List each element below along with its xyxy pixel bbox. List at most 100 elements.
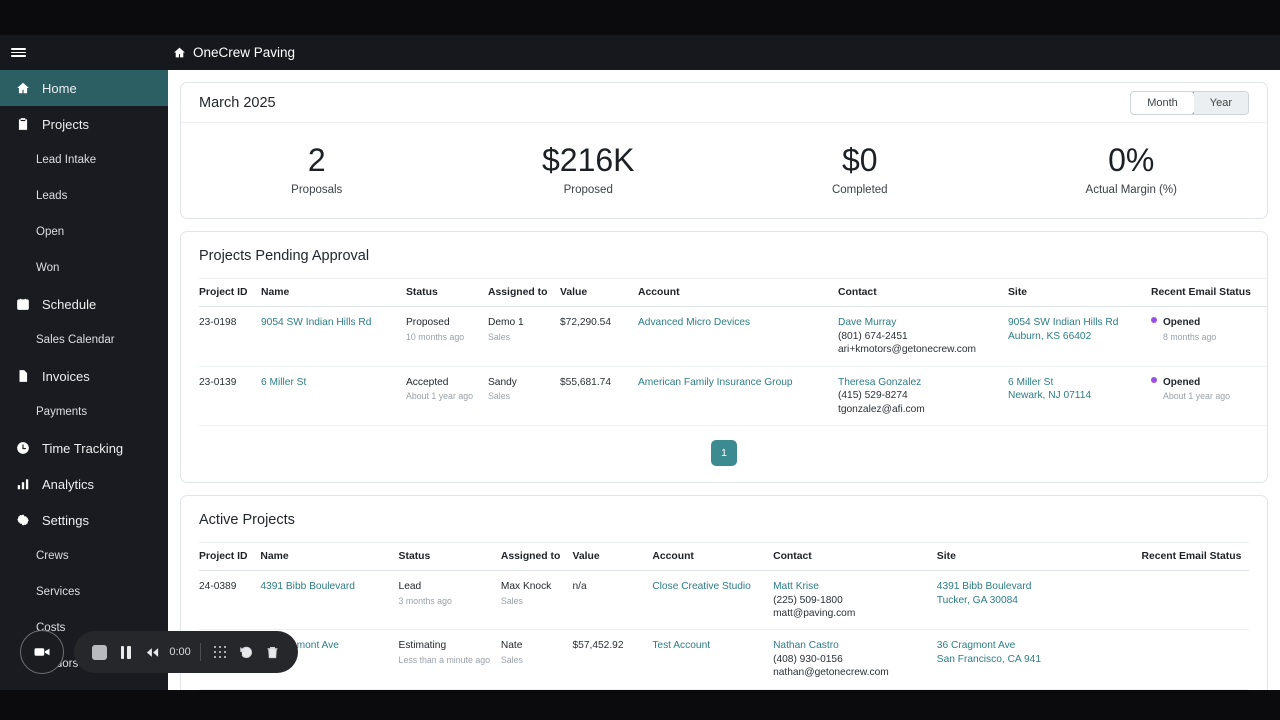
sidebar-subitem-won[interactable]: Won: [36, 262, 60, 274]
projects-pending-approval-card: Projects Pending Approval Project ID Name…: [180, 231, 1268, 484]
hamburger-menu-icon[interactable]: [0, 35, 36, 70]
period-toggle[interactable]: Month Year: [1130, 90, 1249, 115]
column-header: Recent Email Status: [1151, 278, 1267, 308]
sidebar-subitem-lead-intake[interactable]: Lead Intake: [36, 154, 97, 166]
cell-account[interactable]: Test Account: [652, 629, 774, 690]
window-bottom-strip: [0, 690, 1280, 720]
cell-contact[interactable]: Theresa Gonzalez (415) 529-8274 tgonzalez@…: [838, 366, 1008, 427]
column-header: Project ID: [199, 278, 261, 308]
table-row[interactable]: 23-0139 6 Miller St Accepted About 1 year a…: [199, 366, 1267, 427]
sidebar-subitem-crews[interactable]: Crews: [36, 550, 69, 562]
sidebar-item-settings[interactable]: Settings: [0, 502, 168, 538]
toggle-month[interactable]: Month: [1131, 91, 1195, 114]
cell-contact[interactable]: Nathan Castro (408) 930-0156 nathan@getone…: [773, 629, 937, 690]
cell-site[interactable]: 4391 Bibb Boulevard Tucker, GA 30084: [936, 570, 1142, 631]
cell-name[interactable]: Topsail Shores Inn: [260, 689, 399, 690]
email-status-dot: [1151, 317, 1157, 324]
page-button-1[interactable]: 1: [711, 440, 737, 467]
cell-name[interactable]: 4391 Bibb Boulevard: [260, 570, 399, 631]
table-row[interactable]: 24-0389 4391 Bibb Boulevard Lead 3 months a…: [199, 570, 1249, 631]
kpi-label: Completed: [831, 184, 888, 197]
sidebar-item-invoices[interactable]: Invoices: [0, 358, 168, 394]
sidebar-item-projects[interactable]: Projects: [0, 106, 168, 142]
sidebar-subitem-sales-calendar[interactable]: Sales Calendar: [36, 334, 115, 346]
cell-site[interactable]: 6 Miller St Newark, NJ 07114: [1008, 366, 1151, 427]
cell-value: $55,681.74: [560, 366, 638, 427]
sidebar-item-time-tracking[interactable]: Time Tracking: [0, 430, 168, 466]
kpi-label: Proposals: [291, 184, 343, 197]
cell-account[interactable]: Advanced Micro Devices: [638, 306, 838, 367]
table-row[interactable]: 23-0198 9054 SW Indian Hills Rd Proposed 10…: [199, 306, 1267, 367]
cell-site[interactable]: Topsail Shores Inn1325 State Hwy 210, Sn…: [936, 689, 1142, 690]
cell-name[interactable]: 6 Miller St: [261, 366, 406, 427]
table-row[interactable]: 25-0125Topsail Shores InnEstimating20 da…: [199, 689, 1249, 690]
sidebar-item-label: Home: [42, 80, 77, 96]
kpi-value: 0%: [1108, 142, 1155, 178]
cell-project-id: 24-0389: [199, 570, 261, 631]
cell-assigned-to: Max Knock Sales: [500, 570, 573, 631]
period-label: March 2025: [199, 94, 276, 111]
kpi-metric: 0% Actual Margin (%): [996, 141, 1268, 196]
cell-site[interactable]: 36 Cragmont Ave San Francisco, CA 941: [936, 629, 1142, 690]
trash-icon[interactable]: [260, 637, 286, 667]
sidebar-item-schedule[interactable]: Schedule: [0, 286, 168, 322]
column-header: Name: [261, 278, 406, 308]
gear-icon: [15, 513, 30, 528]
summary-card-header: March 2025 Month Year: [181, 83, 1267, 123]
cell-site[interactable]: 9054 SW Indian Hills Rd Auburn, KS 66402: [1008, 306, 1151, 367]
restart-icon[interactable]: [233, 637, 259, 667]
cell-email-status: [1141, 629, 1249, 690]
kpi-label: Actual Margin (%): [1085, 184, 1177, 197]
brand-home-link[interactable]: OneCrew Paving: [173, 35, 295, 70]
pending-pagination: 1: [181, 426, 1267, 482]
cell-status: Estimating Less than a minute ago: [398, 629, 501, 690]
cell-value: n/a: [572, 570, 653, 631]
video-camera-icon[interactable]: [20, 630, 64, 674]
sidebar-subitem-payments[interactable]: Payments: [36, 406, 88, 418]
sidebar-item-label: Settings: [42, 512, 89, 528]
kpi-metric: $0 Completed: [724, 141, 996, 196]
clock-icon: [15, 441, 30, 456]
home-icon: [15, 81, 30, 96]
toggle-year[interactable]: Year: [1193, 91, 1248, 114]
column-header: Assigned to: [500, 542, 573, 572]
cell-status: Estimating20 days ago: [398, 689, 501, 690]
sidebar-item-analytics[interactable]: Analytics: [0, 466, 168, 502]
sidebar-item-label: Schedule: [42, 296, 97, 312]
column-header: Status: [406, 278, 488, 308]
sidebar-subitem-open[interactable]: Open: [36, 226, 65, 238]
sidebar-item-home[interactable]: Home: [0, 70, 168, 106]
cell-name[interactable]: 9054 SW Indian Hills Rd: [261, 306, 406, 367]
kpi-label: Proposed: [563, 184, 613, 197]
cell-contact[interactable]: Mike Macchione: [773, 689, 937, 690]
document-icon: [15, 369, 30, 384]
cell-account[interactable]: Pavement Services: [652, 689, 774, 690]
active-card-title: Active Projects: [199, 512, 295, 529]
cell-account[interactable]: Close Creative Studio: [652, 570, 774, 631]
column-header: Contact: [838, 278, 1008, 308]
top-navigation-bar: OneCrew Paving INTERNAL 9+ Nate nathan@g…: [0, 35, 1280, 99]
email-status-dot: [1151, 376, 1157, 383]
window-top-strip: [0, 0, 1280, 35]
cell-email-status: Opened 8 months ago: [1151, 306, 1267, 367]
sidebar-subitem-services[interactable]: Services: [36, 586, 81, 598]
column-header: Value: [572, 542, 653, 572]
cell-value: n/a: [572, 689, 653, 690]
cell-value: $57,452.92: [572, 629, 653, 690]
sidebar-subitem-leads[interactable]: Leads: [36, 190, 68, 202]
drag-handle-icon[interactable]: [207, 637, 233, 667]
rewind-icon[interactable]: [139, 637, 165, 667]
cell-account[interactable]: American Family Insurance Group: [638, 366, 838, 427]
column-header: Site: [936, 542, 1142, 572]
column-header: Contact: [773, 542, 937, 572]
cell-status: Lead 3 months ago: [398, 570, 501, 631]
cell-contact[interactable]: Matt Krise (225) 509-1800 matt@paving.com: [773, 570, 937, 631]
cell-email-status: Opened About 1 year ago: [1151, 366, 1267, 427]
kpi-value: $216K: [541, 142, 635, 178]
stop-icon[interactable]: [86, 637, 112, 667]
cell-contact[interactable]: Dave Murray (801) 674-2451 ari+kmotors@get…: [838, 306, 1008, 367]
sidebar-item-label: Projects: [42, 116, 89, 132]
kpi-value: 2: [307, 142, 326, 178]
pause-icon[interactable]: [112, 637, 138, 667]
